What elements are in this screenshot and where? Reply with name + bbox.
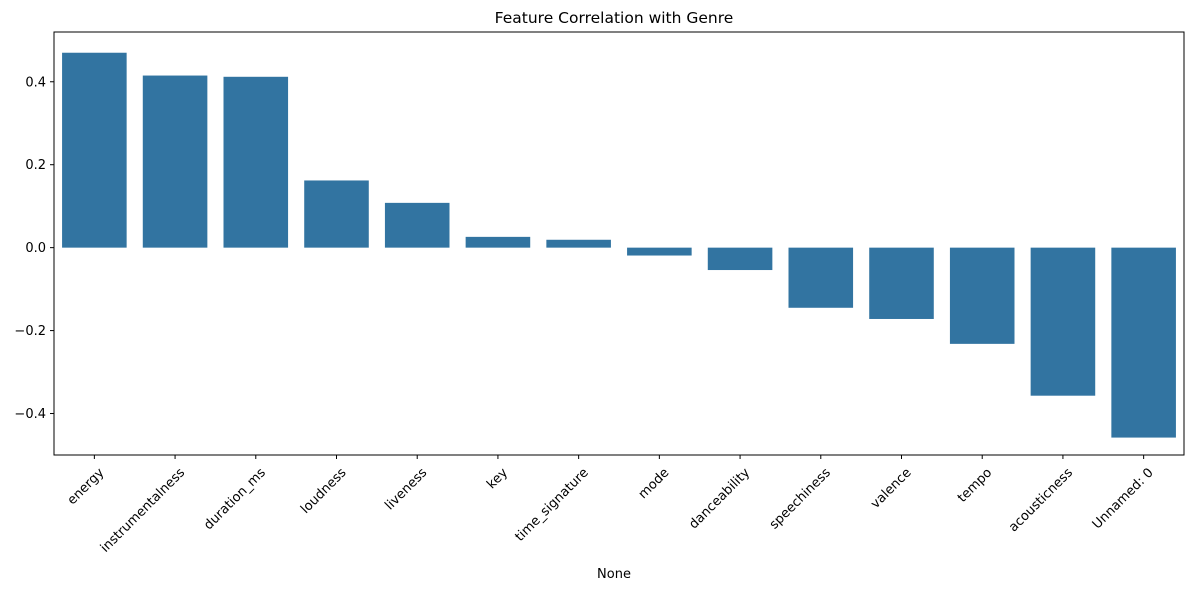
- bar-unnamed-0: [1111, 247, 1176, 438]
- y-tick-label: −0.2: [14, 324, 46, 339]
- bar-acousticness: [1030, 247, 1096, 396]
- y-tick-label: 0.2: [25, 158, 46, 173]
- y-tick-label: 0.4: [25, 75, 46, 90]
- bar-tempo: [949, 247, 1015, 344]
- x-tick-label: Unnamed: 0: [1090, 465, 1157, 532]
- bar-instrumentalness: [142, 75, 208, 248]
- bars-group: [62, 52, 1176, 438]
- x-axis-title: None: [597, 567, 631, 582]
- chart-title: Feature Correlation with Genre: [495, 9, 734, 27]
- x-tick-label: duration_ms: [201, 465, 269, 533]
- x-tick-label: time_signature: [512, 465, 591, 544]
- x-tick-label: liveness: [382, 465, 430, 513]
- bar-key: [465, 236, 531, 248]
- bar-mode: [627, 247, 692, 256]
- bar-valence: [869, 247, 934, 319]
- bar-time-signature: [546, 239, 611, 248]
- x-tick-label: key: [484, 465, 511, 492]
- bar-danceability: [707, 247, 773, 271]
- x-tick-label: loudness: [298, 465, 350, 517]
- x-tick-label: speechiness: [767, 465, 834, 532]
- plot-frame: [53, 31, 1185, 456]
- bar-energy: [62, 52, 127, 248]
- x-tick-label: energy: [65, 465, 108, 508]
- x-tick-label: danceability: [686, 465, 753, 532]
- x-tick-label: acousticness: [1006, 465, 1076, 535]
- y-axis-ticks: −0.4 −0.2 0.0 0.2 0.4: [14, 75, 54, 422]
- y-tick-label: 0.0: [25, 241, 46, 256]
- x-tick-label: mode: [636, 465, 673, 502]
- x-tick-label: instrumentalness: [98, 465, 188, 555]
- x-tick-label: tempo: [955, 465, 995, 505]
- bar-loudness: [304, 180, 369, 248]
- bar-speechiness: [788, 247, 854, 308]
- x-tick-label: valence: [868, 465, 914, 511]
- bar-duration-ms: [223, 76, 289, 248]
- y-tick-label: −0.4: [14, 407, 46, 422]
- bar-liveness: [384, 202, 450, 248]
